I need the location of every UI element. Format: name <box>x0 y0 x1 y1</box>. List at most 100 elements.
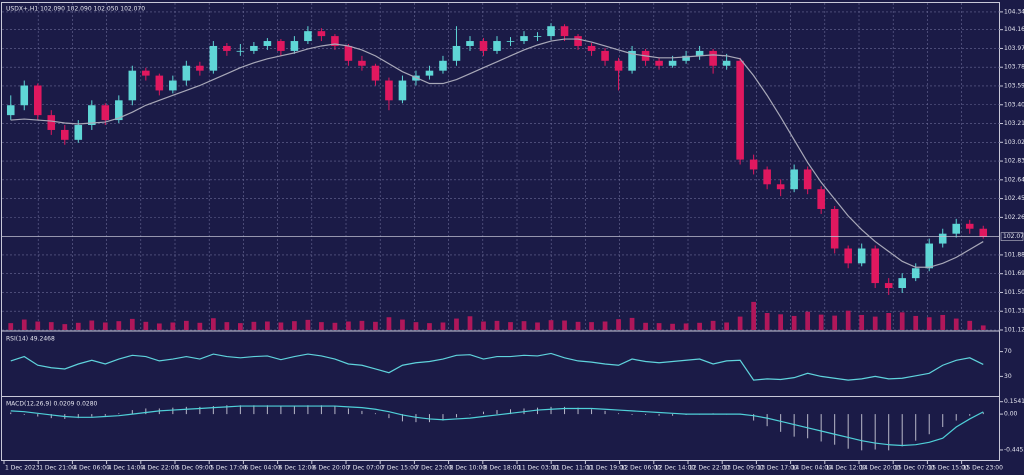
volume-bar <box>359 320 365 330</box>
volume-bar <box>170 322 176 330</box>
candle-body <box>601 50 609 61</box>
candle-body <box>74 125 83 140</box>
candle-body <box>817 189 825 209</box>
volume-bar <box>400 319 405 330</box>
x-tick-label: 6 Dec 04:00 <box>244 465 281 472</box>
histogram-bar <box>955 414 957 421</box>
candle-body <box>506 41 515 42</box>
candle-body <box>709 50 717 66</box>
volume-bar <box>832 315 838 330</box>
volume-bar <box>454 318 459 330</box>
candle-body <box>776 184 785 190</box>
volume-bar <box>210 318 216 330</box>
candle-body <box>655 60 663 66</box>
histogram-bar <box>942 414 944 427</box>
candle-body <box>479 41 488 51</box>
candle-body <box>898 278 906 289</box>
volume-bar <box>62 324 68 330</box>
candle-body <box>142 70 150 76</box>
candle-body <box>587 45 596 51</box>
candle-body <box>574 36 582 46</box>
candle-body <box>317 31 326 37</box>
volume-bar <box>575 321 581 330</box>
candle-body <box>682 55 690 61</box>
x-tick-label: 13 Dec 17:00 <box>757 465 798 472</box>
histogram-bar <box>645 414 647 415</box>
y-tick-label: 101.315 <box>1004 308 1024 315</box>
histogram-bar <box>185 406 187 415</box>
candle-body <box>668 60 677 66</box>
x-tick-label: 15 Dec 15:00 <box>928 465 969 472</box>
candle-body <box>371 65 380 81</box>
y-tick-label: 104.165 <box>1004 26 1024 33</box>
histogram-bar <box>550 406 552 415</box>
volume-bar <box>319 322 324 330</box>
x-tick-label: 8 Dec 10:00 <box>450 465 487 472</box>
candle-body <box>398 80 407 101</box>
volume-bar <box>413 322 419 330</box>
x-tick-label: 11 Dec 19:00 <box>586 465 627 472</box>
volume-bar <box>292 321 297 330</box>
histogram-bar <box>199 406 201 415</box>
volume-bar <box>129 318 135 330</box>
series-line <box>10 405 984 447</box>
volume-bar <box>278 322 284 330</box>
volume-bar <box>8 323 14 330</box>
y-tick-label: 0.00 <box>1004 411 1018 418</box>
histogram-bar <box>604 410 606 415</box>
x-tick-label: 13 Dec 09:00 <box>723 465 764 472</box>
candle-body <box>6 105 15 116</box>
x-tick-label: 14 Dec 20:00 <box>860 465 901 472</box>
candle-body <box>965 223 974 229</box>
histogram-bar <box>374 413 376 415</box>
volume-bar <box>737 316 743 330</box>
volume-bar <box>75 322 81 330</box>
volume-bar <box>143 321 149 330</box>
histogram-bar <box>753 414 755 421</box>
candle-body <box>736 60 744 160</box>
panel-title: RSI(14) 49.2468 <box>6 336 55 343</box>
histogram-bar <box>401 414 403 422</box>
histogram-bar <box>780 414 782 432</box>
histogram-bar <box>847 414 849 449</box>
volume-bar <box>265 321 270 330</box>
histogram-bar <box>320 405 322 415</box>
volume-bar <box>805 311 811 330</box>
candle-body <box>128 70 137 101</box>
volume-bar <box>183 320 189 330</box>
candle-body <box>979 228 988 237</box>
volume-bar <box>724 322 729 330</box>
candle-body <box>182 65 191 81</box>
histogram-bar <box>820 414 822 442</box>
x-tick-label: 5 Dec 17:00 <box>210 465 247 472</box>
candle-body <box>830 208 839 249</box>
histogram-bar <box>618 413 620 415</box>
candle-body <box>857 248 866 264</box>
candle-body <box>763 169 771 185</box>
volume-bar <box>373 321 378 330</box>
histogram-bar <box>496 410 498 415</box>
volume-bar <box>562 320 567 330</box>
histogram-bar <box>172 407 174 415</box>
histogram-bar <box>307 405 309 415</box>
x-tick-label: 14 Dec 12:00 <box>826 465 867 472</box>
volume-bar <box>521 321 527 330</box>
histogram-bar <box>888 414 890 451</box>
candle-body <box>790 169 798 190</box>
candle-body <box>47 115 56 130</box>
volume-bar <box>778 314 784 330</box>
volume-bar <box>589 322 594 330</box>
histogram-bar <box>118 413 120 415</box>
x-tick-label: 4 Dec 06:00 <box>73 465 110 472</box>
candle-body <box>196 65 204 71</box>
x-tick-label: 7 Dec 07:00 <box>347 465 384 472</box>
y-tick-label: 103.785 <box>1004 64 1024 71</box>
volume-bar <box>886 312 892 330</box>
y-tick-label: 30 <box>1004 373 1012 380</box>
candle-body <box>695 50 704 56</box>
y-tick-label: 103.215 <box>1004 120 1024 127</box>
histogram-bar <box>591 409 593 415</box>
